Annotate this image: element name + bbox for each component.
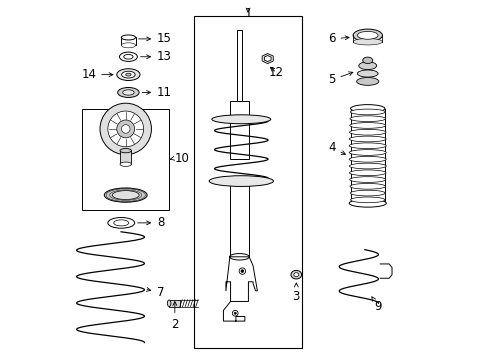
Ellipse shape — [349, 190, 385, 196]
Ellipse shape — [349, 184, 385, 189]
Ellipse shape — [349, 109, 385, 115]
Ellipse shape — [290, 270, 301, 279]
Polygon shape — [262, 54, 273, 64]
Bar — [237, 30, 242, 102]
Bar — [169, 300, 180, 307]
Ellipse shape — [209, 176, 273, 186]
Bar — [120, 150, 131, 164]
Circle shape — [234, 312, 236, 314]
Text: 9: 9 — [371, 297, 382, 313]
Ellipse shape — [352, 39, 382, 45]
Ellipse shape — [119, 52, 137, 62]
Text: 13: 13 — [140, 50, 171, 63]
Text: 3: 3 — [292, 283, 299, 303]
Ellipse shape — [229, 253, 249, 260]
Text: 8: 8 — [137, 216, 164, 229]
Ellipse shape — [348, 163, 386, 169]
Text: 15: 15 — [139, 32, 171, 45]
Ellipse shape — [121, 43, 135, 48]
Ellipse shape — [120, 148, 131, 153]
Ellipse shape — [348, 199, 386, 207]
Ellipse shape — [362, 57, 372, 64]
Ellipse shape — [349, 170, 385, 176]
Ellipse shape — [349, 123, 385, 128]
Ellipse shape — [350, 105, 384, 112]
Ellipse shape — [348, 136, 386, 142]
Circle shape — [239, 268, 245, 274]
Text: 2: 2 — [171, 302, 178, 331]
Bar — [229, 180, 249, 257]
Circle shape — [241, 270, 244, 273]
Ellipse shape — [348, 150, 386, 156]
Ellipse shape — [167, 300, 171, 306]
Ellipse shape — [118, 87, 139, 98]
Circle shape — [108, 111, 143, 147]
Ellipse shape — [112, 191, 139, 199]
Bar — [121, 37, 135, 45]
Bar — [194, 16, 301, 348]
Circle shape — [232, 310, 238, 316]
Ellipse shape — [110, 130, 141, 139]
Ellipse shape — [125, 73, 131, 76]
Ellipse shape — [293, 273, 298, 276]
Ellipse shape — [349, 116, 385, 122]
Circle shape — [117, 120, 134, 138]
Ellipse shape — [352, 29, 382, 41]
Text: 11: 11 — [142, 86, 172, 99]
Ellipse shape — [122, 71, 135, 78]
Text: 14: 14 — [81, 68, 113, 81]
Circle shape — [100, 103, 151, 155]
Ellipse shape — [120, 162, 131, 166]
Bar — [82, 109, 169, 210]
Ellipse shape — [356, 77, 378, 85]
Ellipse shape — [357, 31, 377, 39]
Ellipse shape — [348, 156, 386, 162]
Ellipse shape — [349, 177, 385, 183]
Ellipse shape — [348, 143, 386, 149]
Ellipse shape — [123, 54, 133, 59]
Ellipse shape — [349, 129, 385, 135]
Text: 5: 5 — [327, 72, 352, 86]
Ellipse shape — [211, 115, 270, 124]
Ellipse shape — [108, 217, 134, 228]
Ellipse shape — [122, 90, 134, 95]
Ellipse shape — [117, 69, 140, 81]
Circle shape — [121, 125, 130, 133]
Polygon shape — [264, 55, 270, 62]
Text: 10: 10 — [175, 152, 189, 165]
Ellipse shape — [350, 197, 384, 203]
Ellipse shape — [358, 62, 376, 69]
Text: 1: 1 — [244, 7, 251, 20]
Ellipse shape — [104, 188, 147, 202]
Text: 7: 7 — [146, 286, 164, 299]
Ellipse shape — [121, 35, 135, 40]
Ellipse shape — [114, 220, 128, 226]
Bar — [230, 102, 248, 158]
Text: 4: 4 — [327, 141, 345, 154]
Text: 12: 12 — [268, 66, 284, 79]
Text: 6: 6 — [327, 32, 348, 45]
Ellipse shape — [357, 70, 377, 77]
